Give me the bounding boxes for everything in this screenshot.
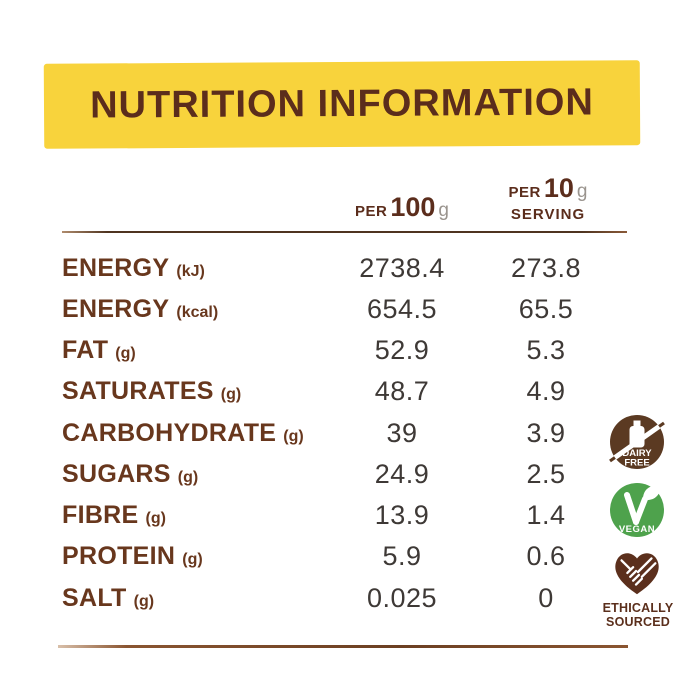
table-row: FAT (g) 52.9 5.3 [62,331,600,371]
per-10g-value: 5.3 [526,335,566,365]
per-10g-serving-label: SERVING [510,206,586,223]
nutrient-label: PROTEIN [62,542,176,571]
nutrition-table-body: ENERGY (kJ) 2738.4 273.8 ENERGY (kcal) 6… [62,248,600,618]
per-10g-value: 273.8 [510,252,582,283]
nutrient-label: SALT [62,583,127,612]
nutrient-unit: (g) [133,592,155,610]
nutrient-unit: (kJ) [176,262,205,280]
column-header-per-100g: PER 100 g [320,192,484,223]
nutrient-label: ENERGY [62,294,170,323]
per-100g-value: 13.9 [374,500,430,530]
nutrient-label: SUGARS [62,459,171,488]
table-row: FIBRE (g) 13.9 1.4 [62,496,600,536]
per-10g-value: 0.6 [526,541,566,572]
nutrient-label: ENERGY [62,253,170,282]
nutrient-unit: (kcal) [176,303,219,321]
per-100g-value: 24.9 [374,458,430,489]
nutrient-unit: (g) [177,468,199,486]
title-banner: NUTRITION INFORMATION [43,60,641,149]
nutrient-unit: (g) [182,551,203,569]
per-10g-value: 1.4 [526,500,566,530]
per-100g-value: 5.9 [382,541,422,572]
per-100g-unit: g [438,200,449,221]
per-100g-value: 48.7 [374,376,430,407]
dairy-free-label-line1: DAIRY [622,448,652,459]
per-100g-value: 52.9 [374,335,430,365]
nutrient-unit: (g) [220,386,242,404]
per-100g-value: 654.5 [366,293,438,324]
per-10g-prefix: PER [508,184,541,201]
ethically-sourced-line2: SOURCED [606,615,670,630]
table-row: SUGARS (g) 24.9 2.5 [62,454,600,494]
ethically-sourced-icon [615,553,659,595]
ethically-sourced-label: ETHICALLY SOURCED [592,601,684,630]
table-row: CARBOHYDRATE (g) 39 3.9 [62,413,600,453]
nutrient-label: SATURATES [62,377,214,406]
per-10g-value: 0 [538,582,554,613]
table-row: SATURATES (g) 48.7 4.9 [62,372,600,412]
divider-top [62,231,627,233]
per-10g-value: 2.5 [526,458,566,489]
divider-bottom [58,645,628,648]
per-100g-value: 39 [386,417,418,448]
per-100g-value: 2738.4 [359,252,445,283]
per-10g-value: 3.9 [526,417,566,448]
per-10g-amount: 10 [543,173,574,203]
table-row: ENERGY (kcal) 654.5 65.5 [62,289,600,329]
nutrient-unit: (g) [145,510,166,527]
per-100g-amount: 100 [390,192,436,222]
page-title: NUTRITION INFORMATION [90,81,594,127]
per-10g-value: 65.5 [518,293,574,324]
per-100g-prefix: PER [355,203,388,220]
vegan-icon: VEGAN [610,483,664,537]
ethically-sourced-line1: ETHICALLY [602,601,674,615]
nutrient-unit: (g) [283,427,304,445]
column-header-per-10g-serving: PER 10 g SERVING [492,173,604,223]
nutrient-label: FIBRE [62,501,139,529]
per-10g-value: 4.9 [526,376,566,407]
vegan-label: VEGAN [619,524,655,535]
per-100g-value: 0.025 [366,582,438,613]
nutrient-label: CARBOHYDRATE [62,418,277,447]
table-row: SALT (g) 0.025 0 [62,578,600,618]
per-10g-unit: g [576,181,588,202]
nutrient-label: FAT [62,336,109,364]
table-row: ENERGY (kJ) 2738.4 273.8 [62,248,600,288]
table-row: PROTEIN (g) 5.9 0.6 [62,537,600,577]
dairy-free-label-line2: FREE [624,458,649,469]
nutrient-unit: (g) [115,345,136,362]
dairy-free-icon: DAIRY FREE [609,415,665,469]
